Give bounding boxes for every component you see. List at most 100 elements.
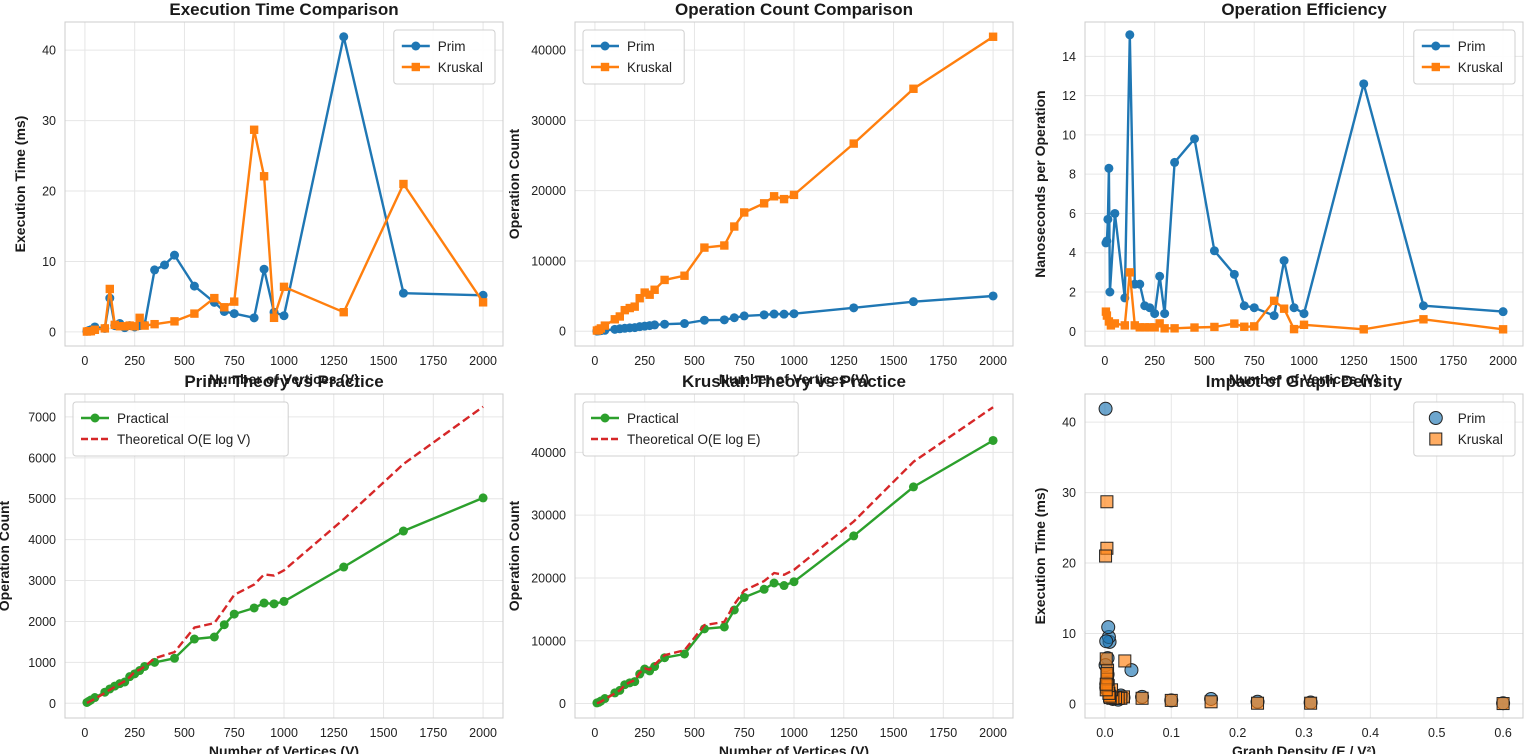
x-axis-label: Number of Vertices (V): [719, 743, 869, 754]
data-point: [650, 285, 659, 294]
x-tick-label: 0.5: [1428, 726, 1445, 740]
series-practical: [592, 435, 998, 708]
x-tick-label: 1500: [880, 354, 908, 368]
y-axis-label: Nanoseconds per Operation: [1032, 90, 1048, 277]
x-tick-label: 0.4: [1362, 726, 1379, 740]
series-line: [1104, 33, 1504, 317]
legend-swatch: [1428, 411, 1443, 425]
chart-4: 0 250 500 750 1000 1250 1500 1750 2000 0 1000 2000 3…: [0, 372, 504, 754]
data-point: [759, 310, 769, 320]
legend-marker: [411, 41, 421, 51]
data-point: [399, 179, 408, 189]
legend-marker: [90, 413, 100, 423]
data-point: [660, 275, 669, 285]
legend-label: Prim: [1458, 39, 1486, 54]
data-point: [1105, 287, 1115, 297]
data-point: [1118, 654, 1132, 668]
data-point: [1496, 697, 1510, 711]
chart-3: 0 250 500 750 1000 1250 1500 1750 2000 0 2 4 6 8 10 12 1…: [1032, 0, 1524, 387]
data-point: [1099, 652, 1113, 666]
data-point: [680, 319, 689, 329]
data-point: [769, 578, 779, 588]
x-tick-label: 2000: [1489, 354, 1517, 368]
x-tick-label: 1500: [370, 726, 398, 740]
data-point: [1419, 315, 1428, 324]
legend: Prim Kruskal: [1413, 29, 1516, 85]
legend-marker: [1431, 41, 1441, 51]
y-tick-label: 0: [1069, 697, 1076, 711]
data-point: [700, 243, 709, 252]
chart-title: Operation Efficiency: [1221, 0, 1387, 19]
legend-item: Theoretical O(E log E): [591, 432, 761, 447]
x-tick-label: 250: [1144, 354, 1165, 368]
data-point: [759, 584, 769, 594]
data-point: [339, 32, 349, 42]
data-point: [249, 313, 259, 323]
data-point: [1170, 157, 1180, 167]
x-tick-label: 1500: [1390, 354, 1418, 368]
data-point: [1160, 309, 1170, 319]
x-tick-label: 0.6: [1494, 726, 1511, 740]
x-tick-label: 1250: [1340, 354, 1368, 368]
legend-item: Practical: [591, 411, 679, 426]
data-point: [398, 288, 408, 298]
x-tick-label: 1000: [270, 354, 298, 368]
data-point: [849, 303, 859, 313]
x-tick-label: 1500: [370, 354, 398, 368]
data-point: [630, 677, 640, 687]
x-tick-label: 0: [81, 726, 88, 740]
y-tick-label: 30: [1062, 486, 1076, 500]
data-point: [779, 309, 789, 319]
legend: Practical Theoretical O(E log V): [72, 401, 289, 457]
chart-title: Kruskal: Theory vs Practice: [682, 372, 906, 391]
data-point: [1249, 303, 1259, 313]
legend-item: Prim: [1421, 39, 1486, 54]
data-point: [1140, 323, 1149, 332]
data-point: [339, 307, 348, 317]
legend-item: Theoretical O(E log V): [81, 432, 251, 447]
data-point: [1269, 296, 1279, 306]
data-point: [1230, 319, 1239, 328]
y-tick-label: 4: [1069, 246, 1076, 260]
y-tick-label: 2000: [28, 615, 56, 629]
data-point: [150, 265, 160, 275]
x-tick-label: 2000: [469, 726, 497, 740]
x-tick-label: 750: [734, 726, 755, 740]
data-point: [660, 319, 670, 329]
data-point: [789, 577, 799, 587]
legend-marker: [600, 413, 610, 423]
data-point: [189, 634, 199, 644]
data-point: [478, 298, 488, 307]
data-point: [779, 194, 789, 204]
data-point: [1104, 163, 1114, 173]
data-point: [908, 297, 918, 307]
data-point: [269, 313, 279, 323]
x-tick-label: 500: [174, 354, 195, 368]
x-tick-label: 0: [591, 354, 598, 368]
data-point: [209, 632, 219, 642]
legend-item: Kruskal: [591, 60, 672, 75]
data-point: [125, 321, 134, 330]
y-axis-label: Execution Time (ms): [12, 116, 28, 253]
y-tick-label: 20000: [531, 184, 566, 198]
chart-5: 0 250 500 750 1000 1250 1500 1750 20000100002000…: [506, 372, 1014, 754]
data-point: [1170, 324, 1179, 333]
x-axis-label: Number of Vertices (V): [719, 371, 869, 387]
y-tick-label: 4000: [28, 533, 56, 547]
x-tick-label: 0.1: [1163, 726, 1180, 740]
data-point: [730, 222, 739, 231]
data-point: [680, 271, 689, 280]
x-tick-label: 0.0: [1096, 726, 1113, 740]
data-point: [90, 325, 100, 334]
data-point: [650, 320, 660, 330]
chart-1: 0 250 500 750 1000 1250 1500 1750 2000 0 10 20 30 40 N…: [12, 0, 504, 387]
legend: Prim Kruskal: [582, 29, 685, 85]
y-tick-label: 0: [1069, 325, 1076, 339]
series-kruskal: [82, 125, 488, 336]
plot-frame: [574, 393, 1014, 719]
y-tick-label: 40: [1062, 416, 1076, 430]
y-tick-label: 10000: [531, 634, 566, 648]
data-point: [279, 596, 289, 606]
legend: Practical Theoretical O(E log E): [582, 401, 799, 457]
data-point: [1250, 322, 1259, 331]
